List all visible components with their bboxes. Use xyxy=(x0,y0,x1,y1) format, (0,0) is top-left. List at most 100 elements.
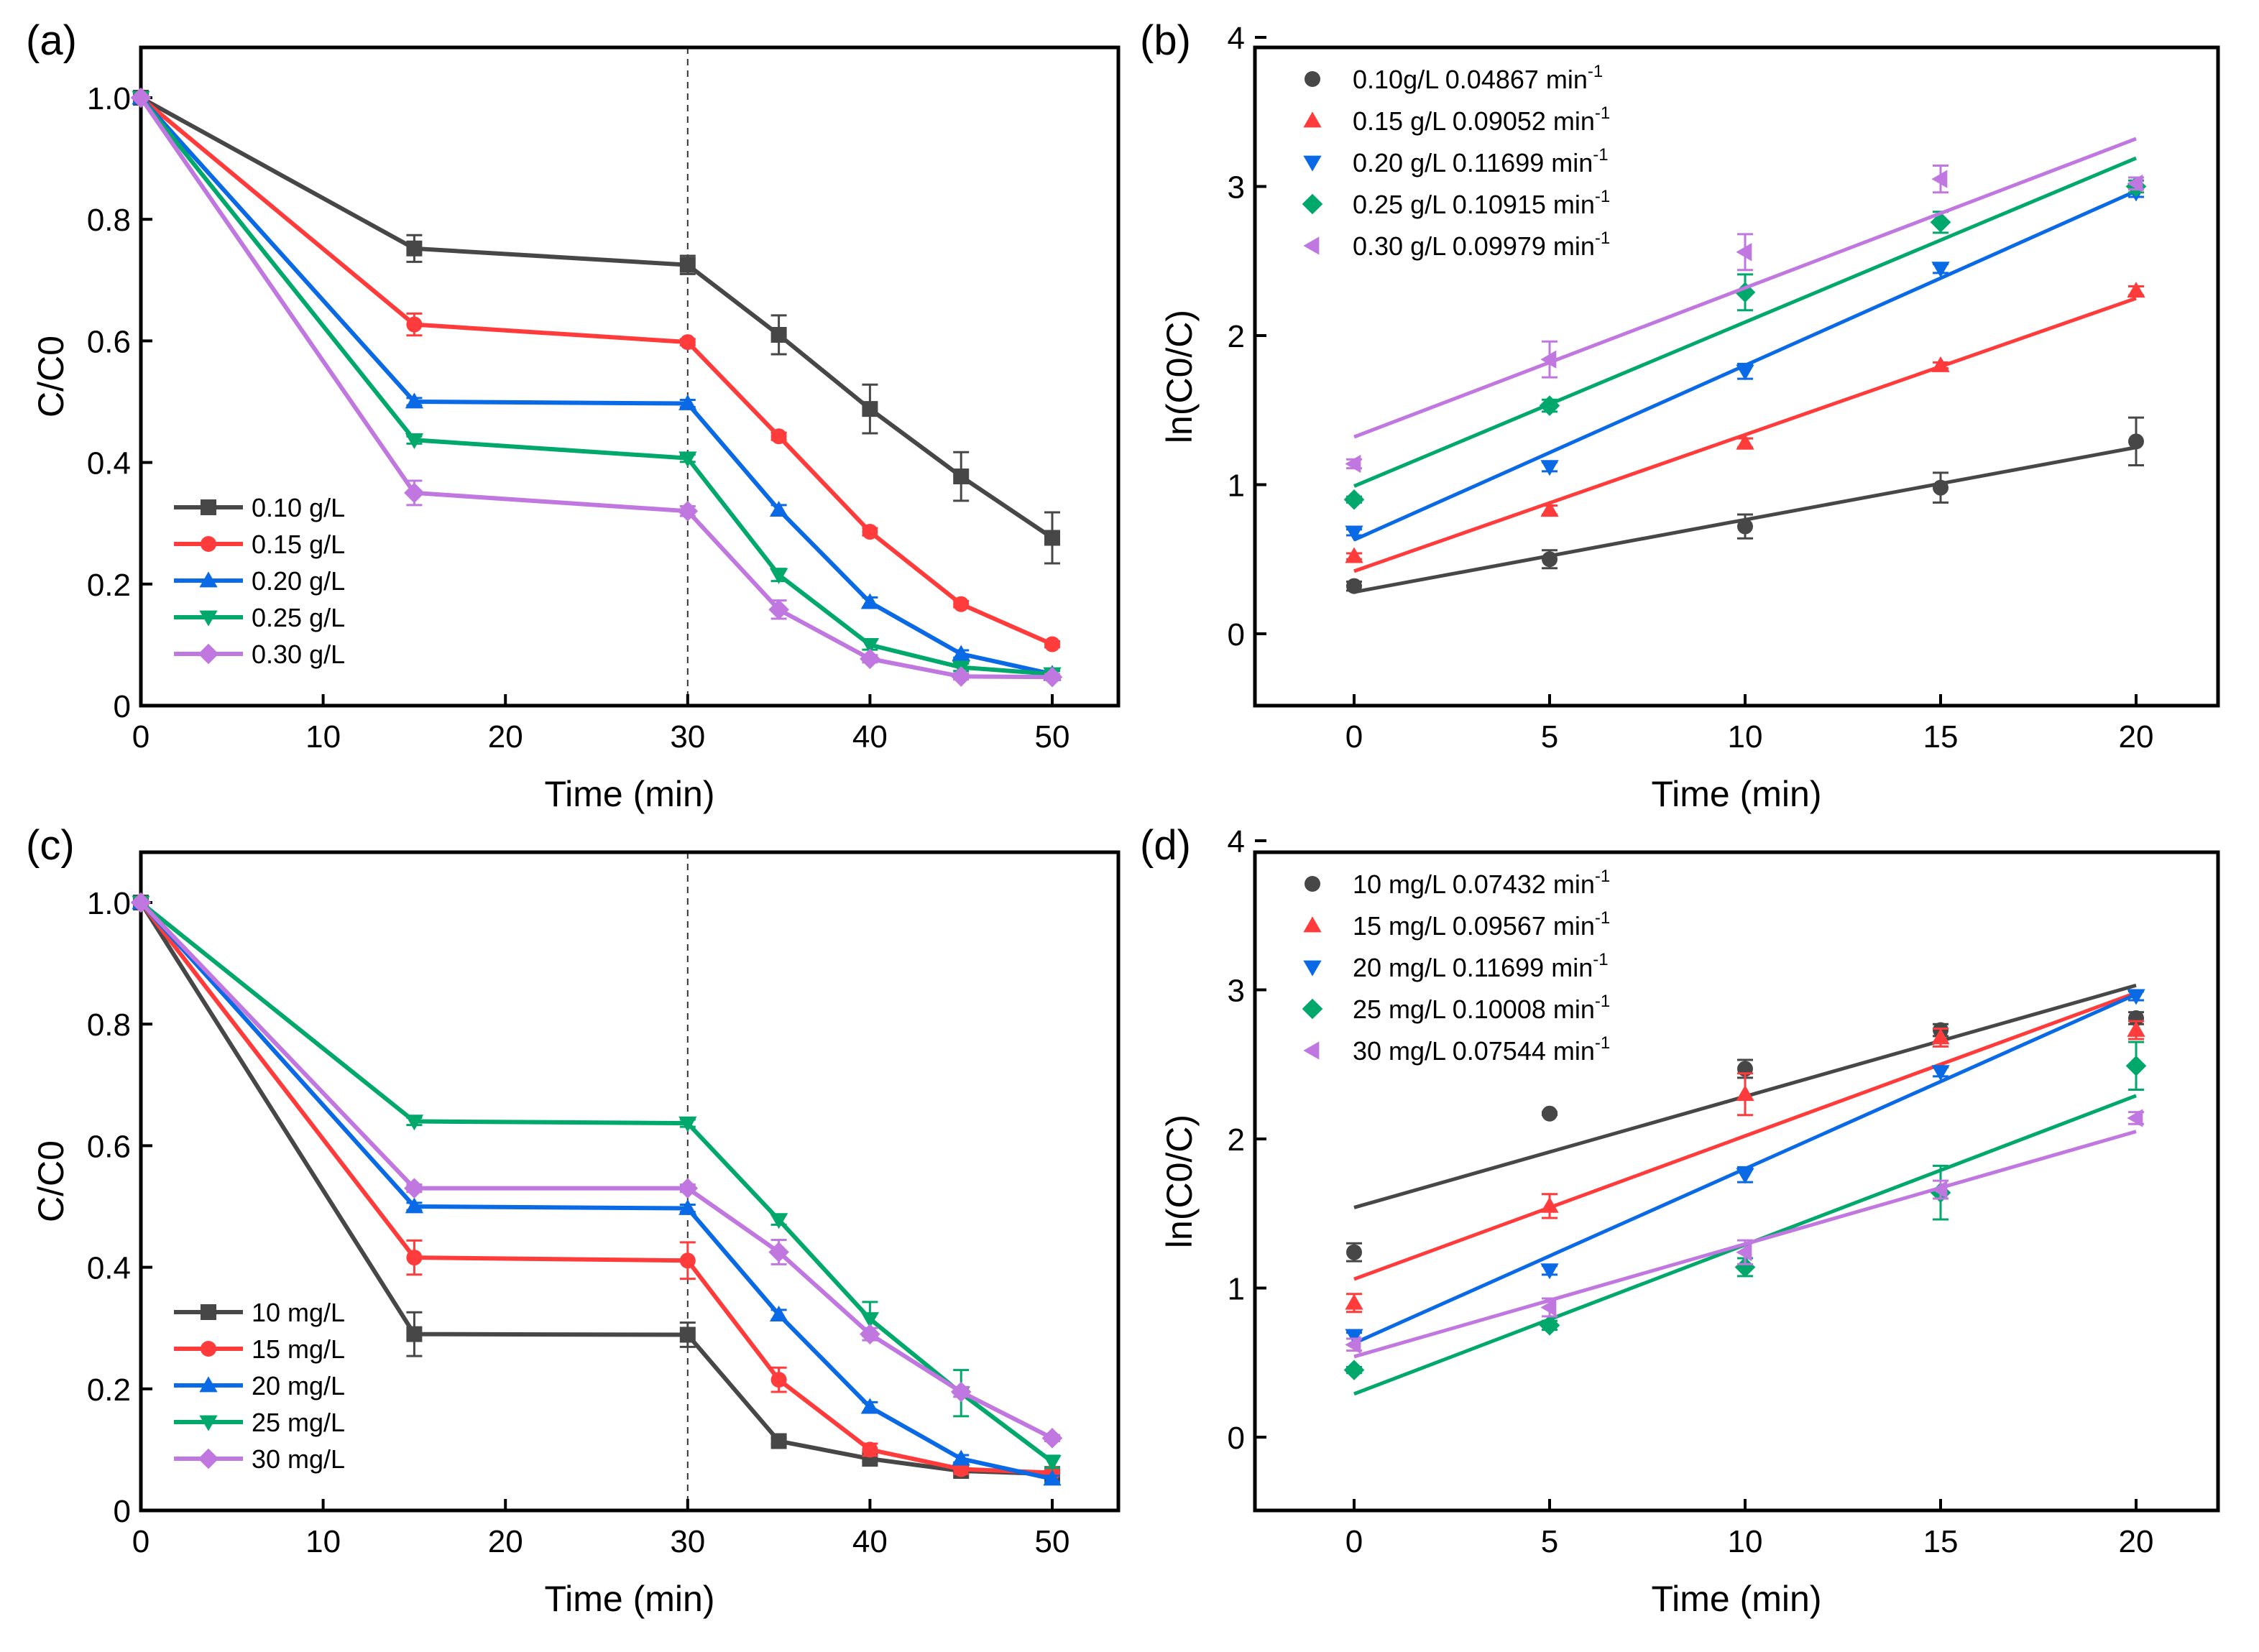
y-tick-label: 1.0 xyxy=(87,81,131,116)
data-point xyxy=(1931,1180,1948,1199)
legend-label: 25 mg/L xyxy=(252,1408,345,1437)
data-point xyxy=(1540,1196,1559,1213)
data-point xyxy=(1540,1263,1559,1280)
panel-d: (d) 0 5 10 15 20 0 1 2 3 4 Time (min) ln(C0/C) 10 mg/… xyxy=(1140,822,2220,1619)
legend-item: 15 mg/L xyxy=(174,1334,345,1364)
y-axis-label: ln(C0/C) xyxy=(1159,310,1200,443)
x-tick-label: 15 xyxy=(1923,1524,1959,1559)
data-point xyxy=(1734,1257,1756,1278)
data-point xyxy=(1343,1360,1365,1380)
data-point xyxy=(2127,989,2145,1005)
legend-item: 0.10g/L 0.04867 min-1 xyxy=(1305,62,1603,94)
data-point xyxy=(406,316,423,333)
y-tick-label: 0.4 xyxy=(87,1251,131,1286)
legend-item: 20 mg/L xyxy=(174,1371,345,1400)
series-line xyxy=(139,96,1054,540)
data-point xyxy=(2127,1020,2145,1037)
legend-label-main: 10 mg/L 0.07432 min xyxy=(1353,869,1595,899)
y-tick-label: 4 xyxy=(1228,21,1245,56)
data-point xyxy=(1931,170,1948,188)
plot-frame xyxy=(139,850,1121,1513)
legend-item: 0.15 g/L 0.09052 min-1 xyxy=(1303,103,1610,136)
x-tick-label: 40 xyxy=(852,719,888,755)
data-point xyxy=(1736,1243,1752,1262)
data-point xyxy=(769,568,788,584)
series-4 xyxy=(1345,1109,2144,1359)
data-point xyxy=(2127,282,2145,298)
legend-label: 10 mg/L 0.07432 min-1 xyxy=(1353,867,1610,899)
data-point xyxy=(1736,1168,1754,1184)
data-point xyxy=(1736,433,1754,450)
legend-item: 0.30 g/L 0.09979 min-1 xyxy=(1303,229,1610,261)
data-point xyxy=(952,645,970,661)
legend-marker xyxy=(1303,111,1322,128)
data-point xyxy=(769,1213,788,1229)
data-point xyxy=(770,1433,787,1449)
y-tick-label: 3 xyxy=(1228,170,1245,206)
data-point xyxy=(1044,636,1060,652)
legend-label: 0.20 g/L 0.11699 min-1 xyxy=(1353,145,1609,177)
data-point xyxy=(952,1449,970,1466)
x-tick-label: 0 xyxy=(132,719,149,755)
legend-label-main: 0.10g/L 0.04867 min xyxy=(1353,65,1588,94)
legend-label: 0.30 g/L xyxy=(252,640,345,669)
y-tick-label: 0 xyxy=(1228,1421,1245,1456)
data-point xyxy=(1737,518,1753,535)
legend-label: 0.20 g/L xyxy=(252,566,345,596)
x-tick-label: 20 xyxy=(488,1524,523,1559)
data-point xyxy=(1041,666,1063,688)
legend-marker xyxy=(201,1341,216,1357)
legend-label-sup: -1 xyxy=(1593,145,1608,165)
series-4 xyxy=(130,892,1063,1449)
legend-item: 0.10 g/L xyxy=(174,493,345,522)
legend-label-main: 15 mg/L 0.09567 min xyxy=(1353,911,1595,941)
legend-item: 0.25 g/L 0.10915 min-1 xyxy=(1302,187,1610,219)
legend-label: 30 mg/L 0.07544 min-1 xyxy=(1353,1033,1610,1066)
legend-marker xyxy=(1305,71,1320,87)
x-axis-label: Time (min) xyxy=(544,1579,714,1619)
legend-item: 30 mg/L xyxy=(174,1444,345,1474)
legend-label: 0.15 g/L 0.09052 min-1 xyxy=(1353,103,1610,136)
legend-label: 0.15 g/L xyxy=(252,530,345,559)
data-point xyxy=(770,428,787,445)
data-point xyxy=(678,451,697,468)
x-tick-label: 15 xyxy=(1923,719,1959,755)
legend-marker xyxy=(1303,1041,1320,1060)
legend-marker xyxy=(1303,916,1322,933)
legend-marker xyxy=(201,499,216,515)
plot-frame xyxy=(139,45,1121,708)
panel-label: (b) xyxy=(1140,17,1191,64)
series-0 xyxy=(133,90,1060,565)
data-point xyxy=(1345,525,1363,542)
data-point xyxy=(1345,1335,1361,1354)
legend-item: 0.20 g/L 0.11699 min-1 xyxy=(1303,145,1609,177)
data-point xyxy=(678,1199,697,1215)
data-point xyxy=(860,1312,880,1329)
y-tick-label: 0.2 xyxy=(87,568,131,603)
series-1 xyxy=(1345,991,2145,1314)
data-point xyxy=(770,1372,787,1388)
data-point xyxy=(1345,454,1361,474)
data-point xyxy=(1041,1428,1063,1449)
legend-label-sup: -1 xyxy=(1593,950,1608,969)
y-tick-label: 3 xyxy=(1228,974,1245,1009)
y-tick-label: 4 xyxy=(1228,824,1245,859)
data-point xyxy=(862,524,878,540)
legend-marker xyxy=(1303,960,1322,977)
legend-marker xyxy=(1302,998,1323,1020)
legend-marker xyxy=(198,643,219,665)
legend-item: 0.15 g/L xyxy=(174,530,345,559)
data-point xyxy=(405,1197,424,1214)
plot-frame xyxy=(1253,45,2220,708)
x-tick-label: 20 xyxy=(2119,1524,2154,1559)
x-tick-label: 20 xyxy=(488,719,523,755)
x-tick-label: 10 xyxy=(1728,1524,1763,1559)
legend: 0.10 g/L 0.15 g/L 0.20 g/L 0.25 g/L 0.30 g/L xyxy=(174,493,345,669)
data-point xyxy=(1736,243,1752,262)
legend-label-main: 0.15 g/L 0.09052 min xyxy=(1353,106,1595,136)
data-point xyxy=(1043,1469,1062,1486)
x-tick-label: 0 xyxy=(1345,1524,1363,1559)
y-tick-label: 0.4 xyxy=(87,446,131,481)
y-tick-label: 0 xyxy=(1228,617,1245,652)
legend-label: 20 mg/L 0.11699 min-1 xyxy=(1353,950,1609,982)
